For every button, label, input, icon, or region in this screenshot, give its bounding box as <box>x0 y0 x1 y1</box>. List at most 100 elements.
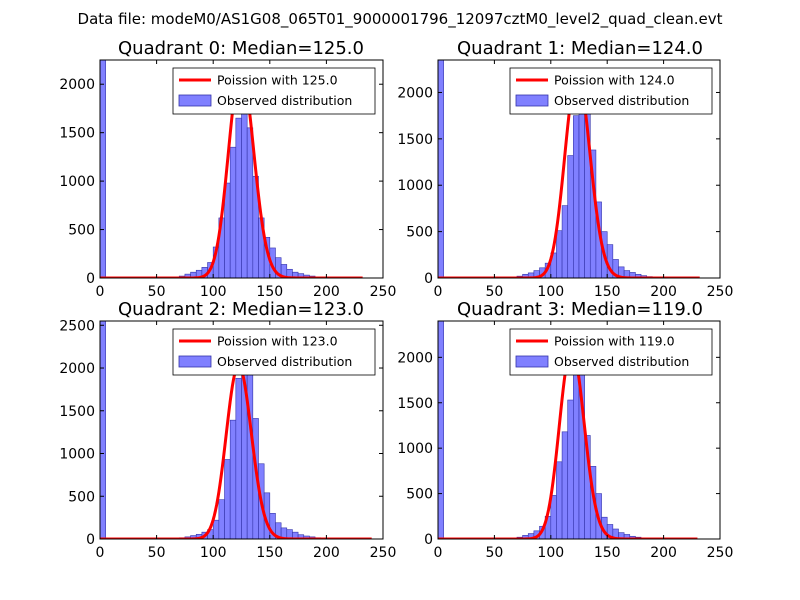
histogram-bar <box>212 519 220 539</box>
histogram-bar <box>229 419 237 539</box>
panel-title: Quadrant 2: Median=123.0 <box>118 299 364 320</box>
histogram-bar <box>246 127 254 278</box>
legend: Poission with 124.0 Observed distribution <box>509 67 713 115</box>
y-tick-label: 500 <box>68 489 95 505</box>
x-tick-label: 150 <box>256 545 283 561</box>
x-tick-label: 250 <box>370 545 397 561</box>
plot-area: 0 50 100 150 200 25005001000150020002500Poiss… <box>59 318 396 561</box>
x-tick-label: 150 <box>594 545 621 561</box>
legend-bar-swatch <box>178 355 212 368</box>
y-tick-label: 1500 <box>59 126 95 142</box>
y-tick-label: 500 <box>406 225 433 241</box>
x-tick-label: 0 <box>96 284 105 300</box>
y-tick-label: 500 <box>68 223 95 239</box>
plot-area: 0 50 100 150 200 250 0 500 1000 1500 2000 Poission … <box>397 59 734 300</box>
x-tick-label: 100 <box>537 284 564 300</box>
legend-line-label: Poission with 124.0 <box>554 73 675 88</box>
histogram-bar <box>218 499 225 539</box>
y-tick-label: 1000 <box>59 174 95 190</box>
legend-line-label: Poission with 123.0 <box>217 334 338 349</box>
x-tick-label: 50 <box>148 545 166 561</box>
histogram-bar <box>567 155 574 278</box>
histogram-bar <box>573 115 580 278</box>
y-tick-label: 1500 <box>59 404 95 420</box>
x-tick-label: 150 <box>256 284 283 300</box>
y-tick-label: 0 <box>424 271 433 287</box>
y-tick-label: 0 <box>86 271 95 287</box>
histogram-bar <box>550 495 557 539</box>
x-tick-label: 100 <box>200 284 227 300</box>
legend-bar-swatch <box>515 94 549 107</box>
plot-marks <box>438 60 701 278</box>
x-tick-label: 0 <box>434 545 443 561</box>
y-tick-label: 1000 <box>397 178 433 194</box>
legend-bar-label: Observed distribution <box>217 93 352 108</box>
x-tick-label: 200 <box>650 545 677 561</box>
x-tick-label: 100 <box>200 545 227 561</box>
legend-line-label: Poission with 119.0 <box>554 334 675 349</box>
x-tick-label: 50 <box>485 545 503 561</box>
y-tick-label: 1000 <box>59 447 95 463</box>
axes-frame <box>99 59 384 279</box>
x-tick-label: 0 <box>434 284 443 300</box>
axes-frame <box>437 59 721 279</box>
panel-quadrant-0: Quadrant 0: Median=125.0 0 50 100 150 200 250… <box>59 38 396 300</box>
x-tick-label: 100 <box>537 545 564 561</box>
plot-marks <box>100 60 363 278</box>
poisson-curve <box>100 68 363 278</box>
x-tick-label: 200 <box>313 284 340 300</box>
x-tick-label: 250 <box>370 284 397 300</box>
panel-title: Quadrant 0: Median=125.0 <box>118 38 364 59</box>
y-tick-label: 2000 <box>397 350 433 366</box>
legend-bar-swatch <box>178 94 212 107</box>
poisson-curve <box>438 72 701 278</box>
figure-suptitle: Data file: modeM0/AS1G08_065T01_90000017… <box>78 10 723 29</box>
axes-frame <box>99 320 384 540</box>
legend-bar-label: Observed distribution <box>554 354 689 369</box>
histogram-bar <box>246 369 254 539</box>
histogram-bar <box>556 461 563 539</box>
y-tick-label: 1000 <box>397 441 433 457</box>
legend-bar-label: Observed distribution <box>554 93 689 108</box>
y-tick-label: 0 <box>86 532 95 548</box>
y-tick-label: 500 <box>406 487 433 503</box>
y-tick-label: 0 <box>424 532 433 548</box>
x-tick-label: 50 <box>485 284 503 300</box>
y-tick-label: 1500 <box>397 396 433 412</box>
plot-area: 0 50 100 150 200 250 0 500 1000 1500 2000 Poission … <box>397 320 734 561</box>
legend: Poission with 123.0 Observed distribution <box>172 328 376 376</box>
legend-bar-label: Observed distribution <box>217 354 352 369</box>
x-tick-label: 250 <box>707 284 734 300</box>
y-tick-label: 2000 <box>59 361 95 377</box>
histogram-bar <box>229 146 237 278</box>
histogram-bar <box>561 431 569 539</box>
histogram-bar <box>235 117 242 278</box>
axes-frame <box>437 320 721 540</box>
y-tick-label: 2000 <box>59 77 95 93</box>
x-tick-label: 200 <box>313 545 340 561</box>
histogram-bar <box>224 459 231 539</box>
legend: Poission with 119.0 Observed distribution <box>509 328 713 376</box>
histogram-bar <box>438 321 444 539</box>
y-tick-label: 2000 <box>397 85 433 101</box>
legend-bar-swatch <box>515 355 549 368</box>
legend: Poission with 125.0 Observed distribution <box>172 67 376 115</box>
legend-line-label: Poission with 125.0 <box>217 73 338 88</box>
x-tick-label: 150 <box>594 284 621 300</box>
x-tick-label: 0 <box>96 545 105 561</box>
histogram-bar <box>438 60 444 278</box>
histogram-bar <box>100 321 106 539</box>
y-tick-label: 2500 <box>59 318 95 334</box>
plot-area: 0 50 100 150 200 250 0 500 1000 1500 2000 Poission … <box>59 59 397 300</box>
x-tick-label: 50 <box>148 284 166 300</box>
histogram-bar <box>556 230 563 278</box>
panel-title: Quadrant 3: Median=119.0 <box>457 299 703 320</box>
histogram-bar <box>224 182 231 278</box>
x-tick-label: 250 <box>707 545 734 561</box>
histogram-bar <box>567 399 574 539</box>
histogram-bar <box>235 377 242 539</box>
histogram-bar <box>561 205 569 278</box>
panel-quadrant-3: Quadrant 3: Median=119.0 0 50 100 150 200 250… <box>397 299 733 561</box>
panel-quadrant-1: Quadrant 1: Median=124.0 0 50 100 150 200 250… <box>397 38 733 300</box>
